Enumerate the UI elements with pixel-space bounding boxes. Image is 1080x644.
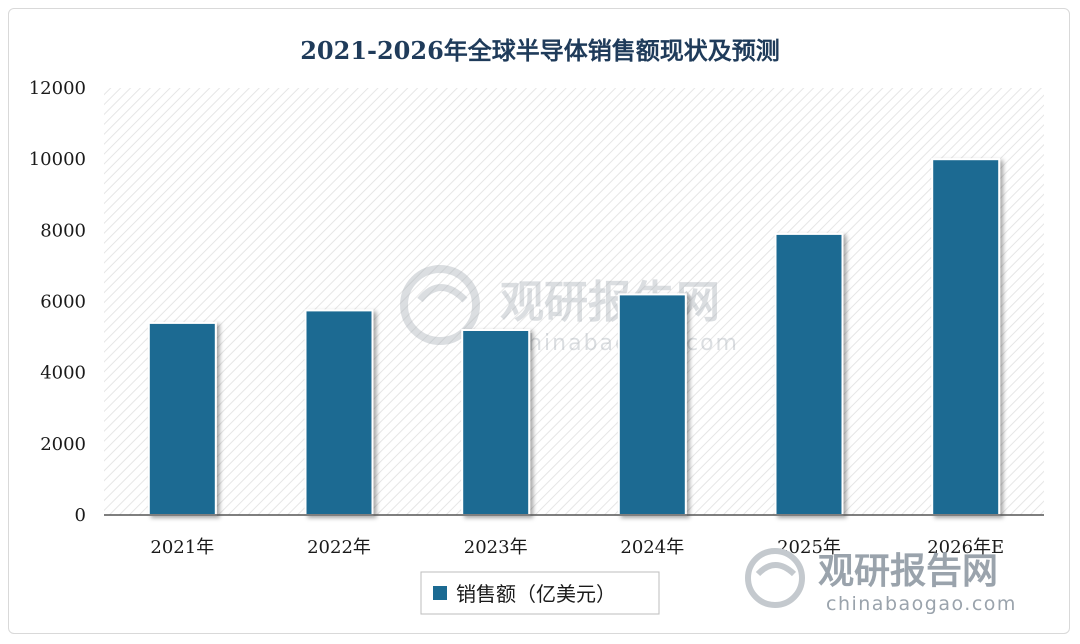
y-axis: 0 2000 4000 6000 8000 10000 12000	[29, 78, 86, 526]
y-tick-label: 0	[75, 505, 86, 526]
legend: 销售额（亿美元）	[420, 571, 660, 615]
watermark-corner-logo-icon	[745, 548, 805, 608]
y-tick-label: 2000	[40, 434, 86, 455]
y-tick-label: 4000	[40, 363, 86, 384]
watermark-center-main: 观研报告网	[500, 277, 720, 328]
x-tick-label: 2021年	[150, 537, 214, 558]
watermark-corner-sub: chinabaogao.com	[826, 593, 1017, 615]
bar-2023年	[461, 329, 531, 516]
watermark-corner: 观研报告网 chinabaogao.com	[745, 548, 1017, 615]
y-tick-label: 12000	[29, 78, 86, 99]
legend-box	[420, 571, 660, 615]
legend-label: 销售额（亿美元）	[456, 582, 616, 606]
bar-2026年E	[931, 158, 1001, 516]
bar-2024年	[617, 293, 687, 516]
x-tick-label: 2026年E	[927, 537, 1004, 558]
x-axis: 2021年 2022年 2023年 2024年 2025年 2026年E	[150, 537, 1004, 558]
bar-2022年	[304, 309, 374, 516]
watermark-logo-icon	[400, 265, 480, 345]
bar-2021年	[147, 321, 217, 516]
y-tick-label: 10000	[29, 149, 86, 170]
plot-area-background	[104, 88, 1044, 515]
x-tick-label: 2023年	[464, 537, 528, 558]
x-tick-label: 2025年	[777, 537, 841, 558]
y-tick-label: 8000	[40, 220, 86, 241]
bar-2025年	[774, 232, 844, 516]
legend-swatch	[433, 586, 447, 600]
y-tick-label: 6000	[40, 292, 86, 313]
bars-layer	[147, 158, 1001, 516]
chart-title: 2021-2026年全球半导体销售额现状及预测	[300, 36, 780, 65]
x-tick-label: 2022年	[307, 537, 371, 558]
watermark-corner-main: 观研报告网	[818, 551, 998, 592]
x-tick-label: 2024年	[620, 537, 684, 558]
